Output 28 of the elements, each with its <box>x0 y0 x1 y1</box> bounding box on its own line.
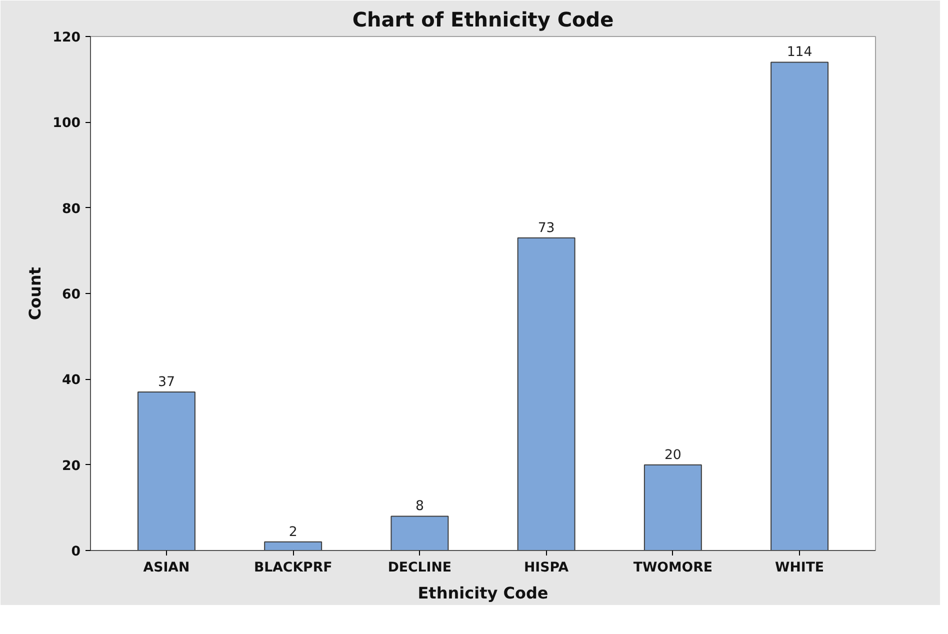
x-tick-label: ASIAN <box>143 560 190 576</box>
bar <box>137 392 196 550</box>
y-tick-label: 20 <box>62 458 81 474</box>
bar <box>770 62 829 550</box>
data-label: 114 <box>786 45 812 60</box>
y-tick-label: 60 <box>62 288 81 302</box>
y-axis-title: Count <box>26 266 45 320</box>
bar <box>644 464 702 550</box>
data-label: 8 <box>415 499 424 514</box>
y-tick-label: 120 <box>52 30 81 46</box>
x-tick-label: TWOMORE <box>633 560 712 576</box>
data-label: 20 <box>664 448 682 463</box>
y-tick-label: 0 <box>71 544 81 560</box>
data-label: 73 <box>538 220 555 236</box>
x-axis-title: Ethnicity Code <box>418 584 548 602</box>
bar <box>264 541 322 550</box>
data-label: 37 <box>158 375 175 390</box>
x-tick-label: HISPA <box>524 560 570 576</box>
x-tick-label: WHITE <box>775 560 824 576</box>
x-tick-label: DECLINE <box>388 560 452 576</box>
chart-title: Chart of Ethnicity Code <box>352 8 614 32</box>
x-tick-label: BLACKPRF <box>254 560 332 576</box>
y-tick-label: 40 <box>62 373 81 388</box>
bar <box>517 237 576 550</box>
data-label: 2 <box>288 524 298 540</box>
bar <box>390 516 449 550</box>
y-tick-label: 80 <box>62 202 81 217</box>
y-tick-label: 100 <box>52 116 81 132</box>
